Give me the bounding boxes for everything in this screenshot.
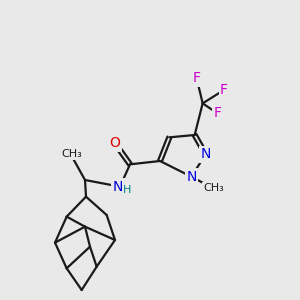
Text: F: F: [213, 106, 221, 120]
Text: CH₃: CH₃: [203, 183, 224, 193]
Text: N: N: [200, 147, 211, 161]
Text: O: O: [110, 136, 120, 150]
Text: H: H: [123, 185, 131, 195]
Text: CH₃: CH₃: [61, 149, 82, 159]
Text: F: F: [220, 83, 228, 97]
Text: N: N: [186, 170, 196, 184]
Text: F: F: [193, 71, 201, 85]
Text: N: N: [113, 180, 123, 194]
